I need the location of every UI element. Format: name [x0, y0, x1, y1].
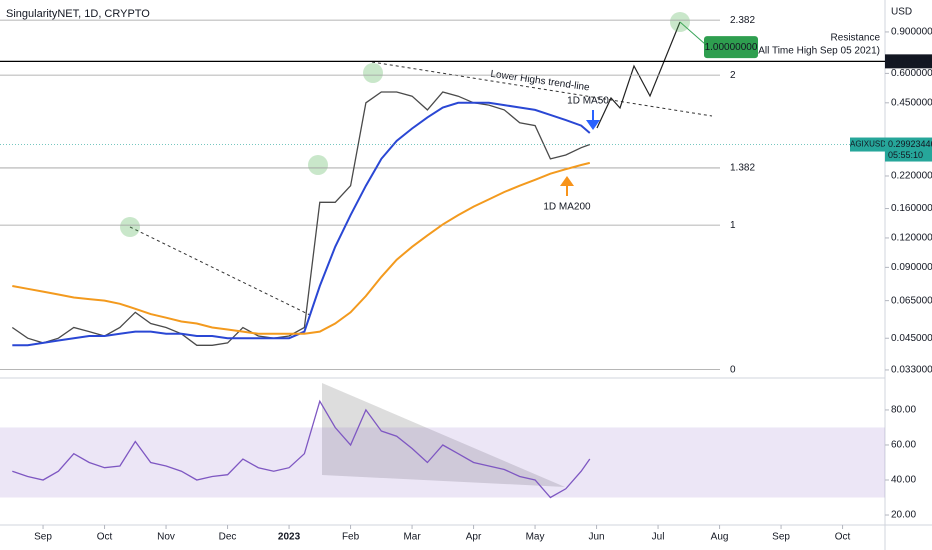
target-label: 1.00000000 [705, 42, 758, 53]
y-tick-label: 0.09000000 [891, 262, 932, 273]
x-tick-label: Aug [711, 532, 729, 543]
fib-label: 1.382 [730, 163, 755, 174]
y-tick-label: 0.90000000 [891, 27, 932, 38]
highlight-circle [363, 63, 383, 83]
countdown: 05:55:10 [888, 150, 923, 160]
x-tick-label: Oct [835, 532, 851, 543]
target-box [704, 36, 758, 59]
x-tick-label: Jul [652, 532, 665, 543]
fib-label: 1 [730, 220, 736, 231]
price-tag [885, 54, 932, 69]
resistance-label: 0.67500000 [888, 56, 932, 66]
x-tick-label: Sep [772, 532, 790, 543]
chart-title: SingularityNET, 1D, CRYPTO [6, 8, 150, 20]
annotation: Resistance [831, 33, 881, 44]
x-tick-label: Sep [34, 532, 52, 543]
x-tick-label: May [526, 532, 545, 543]
symbol-tag [850, 137, 885, 152]
x-tick-label: Feb [342, 532, 360, 543]
currency-label: USD [891, 7, 912, 18]
x-tick-label: Mar [403, 532, 421, 543]
series-line [11, 91, 591, 346]
series-line [12, 101, 591, 347]
rsi-triangle [322, 383, 565, 487]
x-tick-label: Nov [157, 532, 175, 543]
x-tick-label: Oct [97, 532, 113, 543]
series-line [12, 399, 591, 499]
ma200-arrow [560, 176, 574, 196]
y-tick-label: 40.00 [891, 475, 916, 486]
highlight-circle [670, 12, 690, 32]
y-tick-label: 80.00 [891, 405, 916, 416]
last-price-label: 0.29923446 [888, 139, 932, 149]
fib-label: 0 [730, 364, 736, 375]
fib-label: 2 [730, 70, 736, 81]
x-tick-label: Dec [219, 532, 237, 543]
y-tick-label: 0.22000000 [891, 171, 932, 182]
x-tick-label: Apr [466, 532, 482, 543]
highlight-circle [120, 217, 140, 237]
price-tag [885, 137, 932, 162]
projection-path [596, 21, 681, 129]
y-tick-label: 0.12000000 [891, 233, 932, 244]
highlight-circle [308, 155, 328, 175]
y-tick-label: 0.16000000 [891, 203, 932, 214]
rsi-band [0, 427, 885, 498]
y-tick-label: 0.45000000 [891, 97, 932, 108]
symbol-label: AGIXUSD [850, 140, 886, 149]
y-tick-label: 0.04500000 [891, 333, 932, 344]
y-tick-label: 60.00 [891, 440, 916, 451]
y-tick-label: 0.60000000 [891, 68, 932, 79]
y-tick-label: 20.00 [891, 510, 916, 521]
y-tick-label: 0.03300000 [891, 365, 932, 376]
series-line [12, 161, 591, 335]
fib-label: 2.382 [730, 15, 755, 26]
annotation: 1D MA50 [567, 96, 609, 107]
target-connector [679, 21, 706, 45]
y-tick-label: 0.06500000 [891, 295, 932, 306]
x-tick-label: 2023 [278, 532, 301, 543]
annotation: 1D MA200 [543, 202, 591, 213]
ma50-arrow [586, 110, 600, 130]
x-tick-label: Jun [588, 532, 604, 543]
annotation: (All Time High Sep 05 2021) [755, 46, 880, 57]
